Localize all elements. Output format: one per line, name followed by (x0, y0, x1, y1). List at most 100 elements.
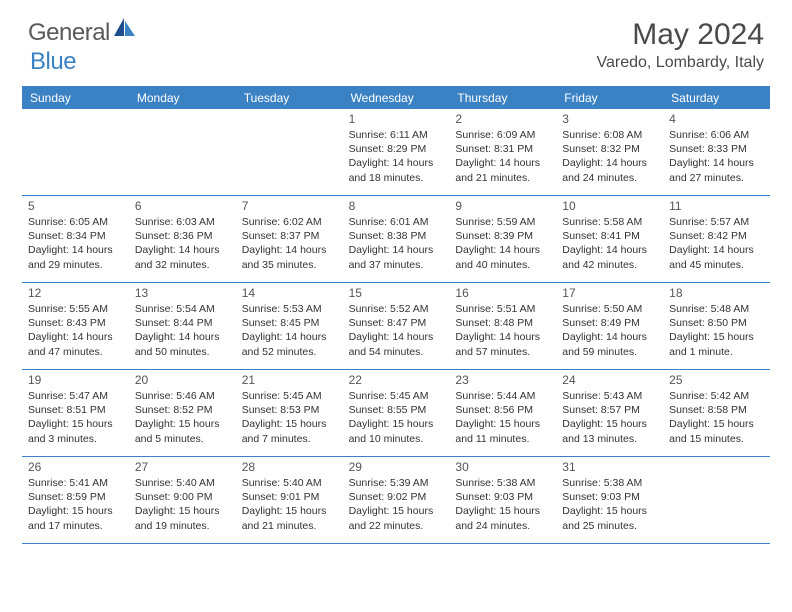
daylight-text: Daylight: 15 hours and 21 minutes. (242, 504, 337, 532)
day-header: Tuesday (236, 88, 343, 109)
day-cell: 6 Sunrise: 6:03 AMSunset: 8:36 PMDaylight… (129, 196, 236, 282)
day-info: Sunrise: 5:43 AMSunset: 8:57 PMDaylight:… (562, 389, 657, 446)
sunrise-text: Sunrise: 5:54 AM (135, 302, 230, 316)
sunset-text: Sunset: 8:50 PM (669, 316, 764, 330)
day-number: 11 (669, 199, 764, 213)
day-info: Sunrise: 6:09 AMSunset: 8:31 PMDaylight:… (455, 128, 550, 185)
day-number: 4 (669, 112, 764, 126)
day-info: Sunrise: 5:47 AMSunset: 8:51 PMDaylight:… (28, 389, 123, 446)
day-number: 1 (349, 112, 444, 126)
day-number: 22 (349, 373, 444, 387)
sunset-text: Sunset: 8:48 PM (455, 316, 550, 330)
daylight-text: Daylight: 14 hours and 59 minutes. (562, 330, 657, 358)
daylight-text: Daylight: 14 hours and 18 minutes. (349, 156, 444, 184)
daylight-text: Daylight: 14 hours and 29 minutes. (28, 243, 123, 271)
daylight-text: Daylight: 14 hours and 42 minutes. (562, 243, 657, 271)
day-number: 3 (562, 112, 657, 126)
logo-blue-wrap: Blue (30, 48, 76, 76)
day-cell: 25Sunrise: 5:42 AMSunset: 8:58 PMDayligh… (663, 370, 770, 456)
sunrise-text: Sunrise: 5:40 AM (135, 476, 230, 490)
day-info: Sunrise: 5:40 AMSunset: 9:01 PMDaylight:… (242, 476, 337, 533)
sunrise-text: Sunrise: 5:48 AM (669, 302, 764, 316)
day-number: 24 (562, 373, 657, 387)
sunset-text: Sunset: 8:29 PM (349, 142, 444, 156)
month-title: May 2024 (597, 18, 765, 52)
sunrise-text: Sunrise: 6:11 AM (349, 128, 444, 142)
day-number: 6 (135, 199, 230, 213)
day-header-row: SundayMondayTuesdayWednesdayThursdayFrid… (22, 88, 770, 109)
sunrise-text: Sunrise: 6:08 AM (562, 128, 657, 142)
daylight-text: Daylight: 15 hours and 17 minutes. (28, 504, 123, 532)
sunrise-text: Sunrise: 5:50 AM (562, 302, 657, 316)
daylight-text: Daylight: 14 hours and 54 minutes. (349, 330, 444, 358)
day-info: Sunrise: 5:42 AMSunset: 8:58 PMDaylight:… (669, 389, 764, 446)
day-cell: 28Sunrise: 5:40 AMSunset: 9:01 PMDayligh… (236, 457, 343, 543)
sunset-text: Sunset: 8:42 PM (669, 229, 764, 243)
sunrise-text: Sunrise: 5:45 AM (242, 389, 337, 403)
day-number: 20 (135, 373, 230, 387)
sunset-text: Sunset: 9:01 PM (242, 490, 337, 504)
day-info: Sunrise: 5:55 AMSunset: 8:43 PMDaylight:… (28, 302, 123, 359)
daylight-text: Daylight: 15 hours and 24 minutes. (455, 504, 550, 532)
day-info: Sunrise: 6:03 AMSunset: 8:36 PMDaylight:… (135, 215, 230, 272)
daylight-text: Daylight: 15 hours and 5 minutes. (135, 417, 230, 445)
day-cell: 8Sunrise: 6:01 AMSunset: 8:38 PMDaylight… (343, 196, 450, 282)
sunrise-text: Sunrise: 5:44 AM (455, 389, 550, 403)
day-cell: 7Sunrise: 6:02 AMSunset: 8:37 PMDaylight… (236, 196, 343, 282)
sunset-text: Sunset: 8:55 PM (349, 403, 444, 417)
day-info: Sunrise: 5:57 AMSunset: 8:42 PMDaylight:… (669, 215, 764, 272)
day-info: Sunrise: 5:44 AMSunset: 8:56 PMDaylight:… (455, 389, 550, 446)
day-info: Sunrise: 5:53 AMSunset: 8:45 PMDaylight:… (242, 302, 337, 359)
day-number: 29 (349, 460, 444, 474)
daylight-text: Daylight: 14 hours and 37 minutes. (349, 243, 444, 271)
day-number: 23 (455, 373, 550, 387)
day-info: Sunrise: 5:52 AMSunset: 8:47 PMDaylight:… (349, 302, 444, 359)
day-number: 27 (135, 460, 230, 474)
sunrise-text: Sunrise: 5:57 AM (669, 215, 764, 229)
day-number: 10 (562, 199, 657, 213)
sunset-text: Sunset: 8:36 PM (135, 229, 230, 243)
sunrise-text: Sunrise: 5:52 AM (349, 302, 444, 316)
sunrise-text: Sunrise: 6:02 AM (242, 215, 337, 229)
day-info: Sunrise: 5:46 AMSunset: 8:52 PMDaylight:… (135, 389, 230, 446)
day-number: 13 (135, 286, 230, 300)
sunset-text: Sunset: 8:52 PM (135, 403, 230, 417)
sunset-text: Sunset: 8:59 PM (28, 490, 123, 504)
day-number: 18 (669, 286, 764, 300)
week-row: 12Sunrise: 5:55 AMSunset: 8:43 PMDayligh… (22, 283, 770, 370)
sunset-text: Sunset: 8:32 PM (562, 142, 657, 156)
day-cell: 4Sunrise: 6:06 AMSunset: 8:33 PMDaylight… (663, 109, 770, 195)
day-info: Sunrise: 6:01 AMSunset: 8:38 PMDaylight:… (349, 215, 444, 272)
week-row: 1Sunrise: 6:11 AMSunset: 8:29 PMDaylight… (22, 109, 770, 196)
week-row: 26Sunrise: 5:41 AMSunset: 8:59 PMDayligh… (22, 457, 770, 544)
day-number: 26 (28, 460, 123, 474)
week-row: 19 Sunrise: 5:47 AMSunset: 8:51 PMDayligh… (22, 370, 770, 457)
logo-sail-icon (114, 18, 136, 41)
day-number: 19 (28, 373, 123, 387)
day-cell: 5Sunrise: 6:05 AMSunset: 8:34 PMDaylight… (22, 196, 129, 282)
daylight-text: Daylight: 15 hours and 1 minute. (669, 330, 764, 358)
sunrise-text: Sunrise: 6:09 AM (455, 128, 550, 142)
sunset-text: Sunset: 8:58 PM (669, 403, 764, 417)
sunset-text: Sunset: 8:37 PM (242, 229, 337, 243)
day-info: Sunrise: 5:38 AMSunset: 9:03 PMDaylight:… (562, 476, 657, 533)
daylight-text: Daylight: 15 hours and 15 minutes. (669, 417, 764, 445)
sunrise-text: Sunrise: 5:43 AM (562, 389, 657, 403)
day-info: Sunrise: 5:45 AMSunset: 8:55 PMDaylight:… (349, 389, 444, 446)
day-info: Sunrise: 6:05 AMSunset: 8:34 PMDaylight:… (28, 215, 123, 272)
logo: General (28, 18, 138, 47)
day-cell: 11 Sunrise: 5:57 AMSunset: 8:42 PMDayligh… (663, 196, 770, 282)
sunset-text: Sunset: 8:44 PM (135, 316, 230, 330)
sunrise-text: Sunrise: 6:01 AM (349, 215, 444, 229)
day-cell: 21Sunrise: 5:45 AMSunset: 8:53 PMDayligh… (236, 370, 343, 456)
sunset-text: Sunset: 8:56 PM (455, 403, 550, 417)
daylight-text: Daylight: 14 hours and 24 minutes. (562, 156, 657, 184)
weeks-container: 1Sunrise: 6:11 AMSunset: 8:29 PMDaylight… (22, 109, 770, 544)
day-number: 17 (562, 286, 657, 300)
sunrise-text: Sunrise: 5:47 AM (28, 389, 123, 403)
day-header: Thursday (449, 88, 556, 109)
daylight-text: Daylight: 14 hours and 52 minutes. (242, 330, 337, 358)
day-cell: 17Sunrise: 5:50 AMSunset: 8:49 PMDayligh… (556, 283, 663, 369)
day-header: Saturday (663, 88, 770, 109)
sunrise-text: Sunrise: 5:45 AM (349, 389, 444, 403)
